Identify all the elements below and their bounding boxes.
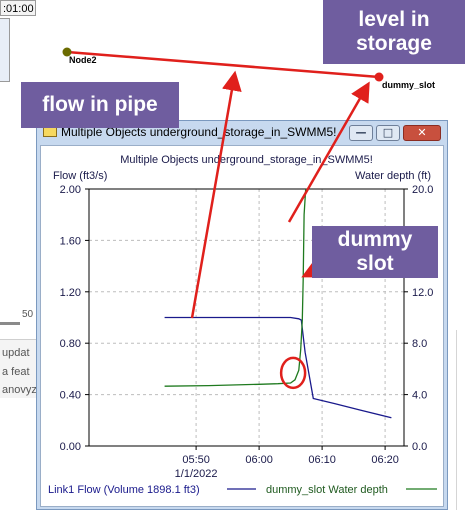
time-display: :01:00 <box>0 0 36 16</box>
annotation-circle <box>281 358 305 388</box>
background-text-line-3: anovyz <box>2 384 37 396</box>
x-tick-label: 05:50 <box>182 454 210 466</box>
right-tick-label: 0.0 <box>412 441 427 453</box>
right-tick-label: 12.0 <box>412 287 433 299</box>
dummy-slot-callout: dummy slot <box>312 226 438 278</box>
background-divider <box>0 322 20 325</box>
level-in-storage-callout: level in storage <box>323 0 465 64</box>
right-axis-label: Water depth (ft) <box>355 170 431 182</box>
left-tick-label: 0.40 <box>60 390 81 402</box>
left-tick-label: 2.00 <box>60 184 81 196</box>
right-tick-label: 4.0 <box>412 390 427 402</box>
right-tick-label: 20.0 <box>412 184 433 196</box>
close-button[interactable]: ✕ <box>403 125 441 141</box>
left-axis-label: Flow (ft3/s) <box>53 170 107 182</box>
right-tick-label: 8.0 <box>412 338 427 350</box>
x-tick-label: 06:10 <box>308 454 336 466</box>
level-in-storage-text: level in storage <box>339 8 449 56</box>
time-series-chart: Multiple Objects underground_storage_in_… <box>41 146 443 506</box>
left-panel-edge <box>0 18 10 82</box>
background-text-line-2: a feat <box>2 366 30 378</box>
x-date-label: 1/1/2022 <box>175 468 218 480</box>
node2-label: Node2 <box>69 55 97 65</box>
chart-title: Multiple Objects underground_storage_in_… <box>120 154 373 166</box>
background-right-panel <box>456 330 474 510</box>
dummy-slot-text: dummy slot <box>335 228 415 276</box>
series-line-depth <box>165 189 306 386</box>
series-line-flow <box>165 318 392 418</box>
maximize-button[interactable]: □ <box>376 125 400 141</box>
background-text-line-1: updat <box>2 347 30 359</box>
legend-label-depth: dummy_slot Water depth <box>266 484 388 496</box>
x-tick-label: 06:20 <box>371 454 399 466</box>
graph-window[interactable]: Multiple Objects underground_storage_in_… <box>36 120 448 510</box>
flow-in-pipe-text: flow in pipe <box>42 93 158 117</box>
left-tick-label: 0.80 <box>60 338 81 350</box>
dummy-slot-label: dummy_slot <box>382 80 435 90</box>
flow-in-pipe-callout: flow in pipe <box>21 82 179 128</box>
chart-area: Multiple Objects underground_storage_in_… <box>40 145 444 507</box>
legend-label-flow: Link1 Flow (Volume 1898.1 ft3) <box>48 484 200 496</box>
minimize-button[interactable]: — <box>349 125 373 141</box>
x-tick-label: 06:00 <box>245 454 273 466</box>
left-tick-label: 1.60 <box>60 235 81 247</box>
left-tick-label: 1.20 <box>60 287 81 299</box>
background-number: 50 <box>22 309 33 320</box>
left-tick-label: 0.00 <box>60 441 81 453</box>
